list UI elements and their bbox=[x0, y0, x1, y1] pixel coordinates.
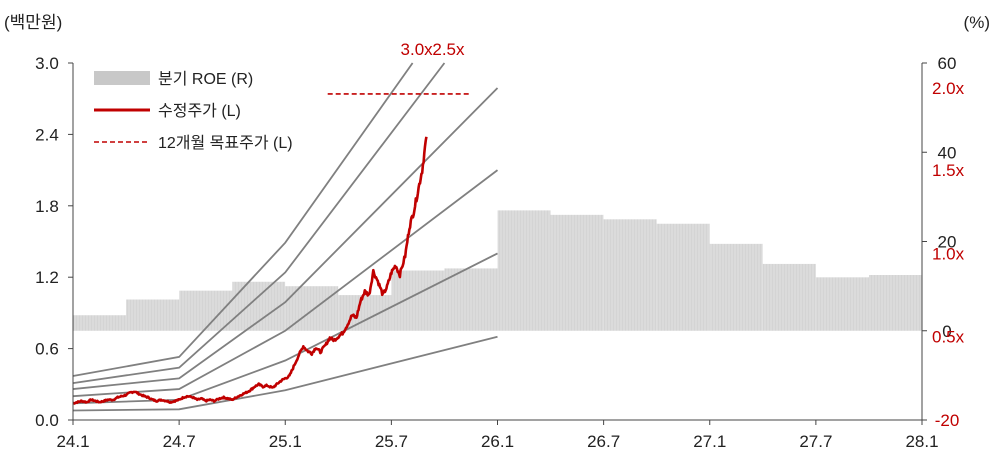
roe-bar-mask bbox=[73, 63, 127, 316]
roe-bar-mask bbox=[338, 63, 392, 296]
legend-label-roe: 분기 ROE (R) bbox=[158, 70, 253, 88]
y-left-unit: (백만원) bbox=[4, 13, 62, 32]
pbr-band-1.0x bbox=[72, 252, 498, 405]
roe-bar-9 bbox=[497, 210, 551, 331]
price-series-line bbox=[72, 136, 428, 405]
pbr-band-labels: 0.5x 1.0x 1.5x 2.0x 2.5x3.0x bbox=[401, 40, 965, 347]
roe-bar-3 bbox=[179, 290, 233, 331]
y-left-tick-label: 2.4 bbox=[35, 125, 59, 144]
x-tick-label: 24.1 bbox=[56, 432, 89, 451]
y-left-tick-label: 0.0 bbox=[35, 411, 59, 430]
x-tick-label: 28.1 bbox=[905, 432, 938, 451]
x-tick-label: 25.1 bbox=[269, 432, 302, 451]
pbr-band-label-2.0x: 2.0x bbox=[932, 79, 965, 98]
axes: 0.0 0.6 1.2 1.8 2.4 3.0 -20 0 20 40 60 24.1 24.7 25.1… bbox=[4, 13, 990, 451]
y-left-tick-label: 3.0 bbox=[35, 54, 59, 73]
y-left-tick-label: 1.8 bbox=[35, 197, 59, 216]
legend-label-target: 12개월 목표주가 (L) bbox=[158, 134, 293, 152]
pbr-band-3.0x bbox=[72, 62, 414, 377]
x-tick-label: 26.1 bbox=[481, 432, 514, 451]
pbr-band-label-1.5x: 1.5x bbox=[932, 161, 965, 180]
x-tick-label: 27.7 bbox=[799, 432, 832, 451]
legend-swatch-roe bbox=[94, 71, 150, 85]
roe-bar-mask bbox=[762, 63, 816, 264]
roe-bar-mask bbox=[868, 63, 922, 275]
pbr-band-2.5x bbox=[72, 62, 446, 385]
y-left-tick-label: 0.6 bbox=[35, 340, 59, 359]
price-line bbox=[72, 136, 428, 405]
roe-bar-mask bbox=[126, 63, 180, 300]
roe-bar-mask bbox=[709, 63, 763, 244]
roe-bar-mask bbox=[179, 63, 233, 291]
roe-bar-mask bbox=[656, 63, 710, 224]
roe-bar-mask bbox=[497, 63, 551, 211]
legend-label-price: 수정주가 (L) bbox=[158, 102, 241, 120]
y-right-unit: (%) bbox=[964, 13, 990, 32]
roe-bar-mask bbox=[285, 63, 339, 287]
roe-bar-mask bbox=[603, 63, 657, 220]
pbr-band-lines bbox=[72, 62, 499, 412]
roe-bar-10 bbox=[550, 214, 604, 331]
y-right-tick-label: 20 bbox=[938, 233, 957, 252]
x-tick-label: 26.7 bbox=[587, 432, 620, 451]
roe-bar-mask bbox=[232, 63, 286, 282]
y-left-tick-label: 1.2 bbox=[35, 268, 59, 287]
y-right-tick-label: -20 bbox=[935, 411, 960, 430]
pbr-band-label-2.5x: 2.5x bbox=[432, 40, 465, 59]
y-right-tick-label: 0 bbox=[942, 322, 951, 341]
roe-bar-1 bbox=[73, 315, 127, 331]
x-tick-label: 25.7 bbox=[375, 432, 408, 451]
roe-bar-16 bbox=[868, 274, 922, 331]
pbr-band-label-0.5x: 0.5x bbox=[932, 328, 965, 347]
roe-bar-mask bbox=[550, 63, 604, 215]
roe-bar-13 bbox=[709, 243, 763, 331]
roe-bar-7 bbox=[391, 270, 445, 331]
roe-bar-12 bbox=[656, 223, 710, 331]
pbr-band-label-3.0x: 3.0x bbox=[401, 40, 434, 59]
y-right-tick-label: 40 bbox=[938, 143, 957, 162]
roe-bars bbox=[73, 63, 922, 331]
x-tick-label: 24.7 bbox=[163, 432, 196, 451]
y-right-tick-label: 60 bbox=[938, 54, 957, 73]
pbr-band-2.0x bbox=[72, 87, 499, 390]
legend: 분기 ROE (R) 수정주가 (L) 12개월 목표주가 (L) bbox=[94, 70, 293, 152]
x-tick-label: 27.1 bbox=[693, 432, 726, 451]
pbr-band-1.5x bbox=[72, 169, 499, 398]
pbr-band-label-1.0x: 1.0x bbox=[932, 244, 965, 263]
roe-bar-mask bbox=[815, 63, 869, 278]
